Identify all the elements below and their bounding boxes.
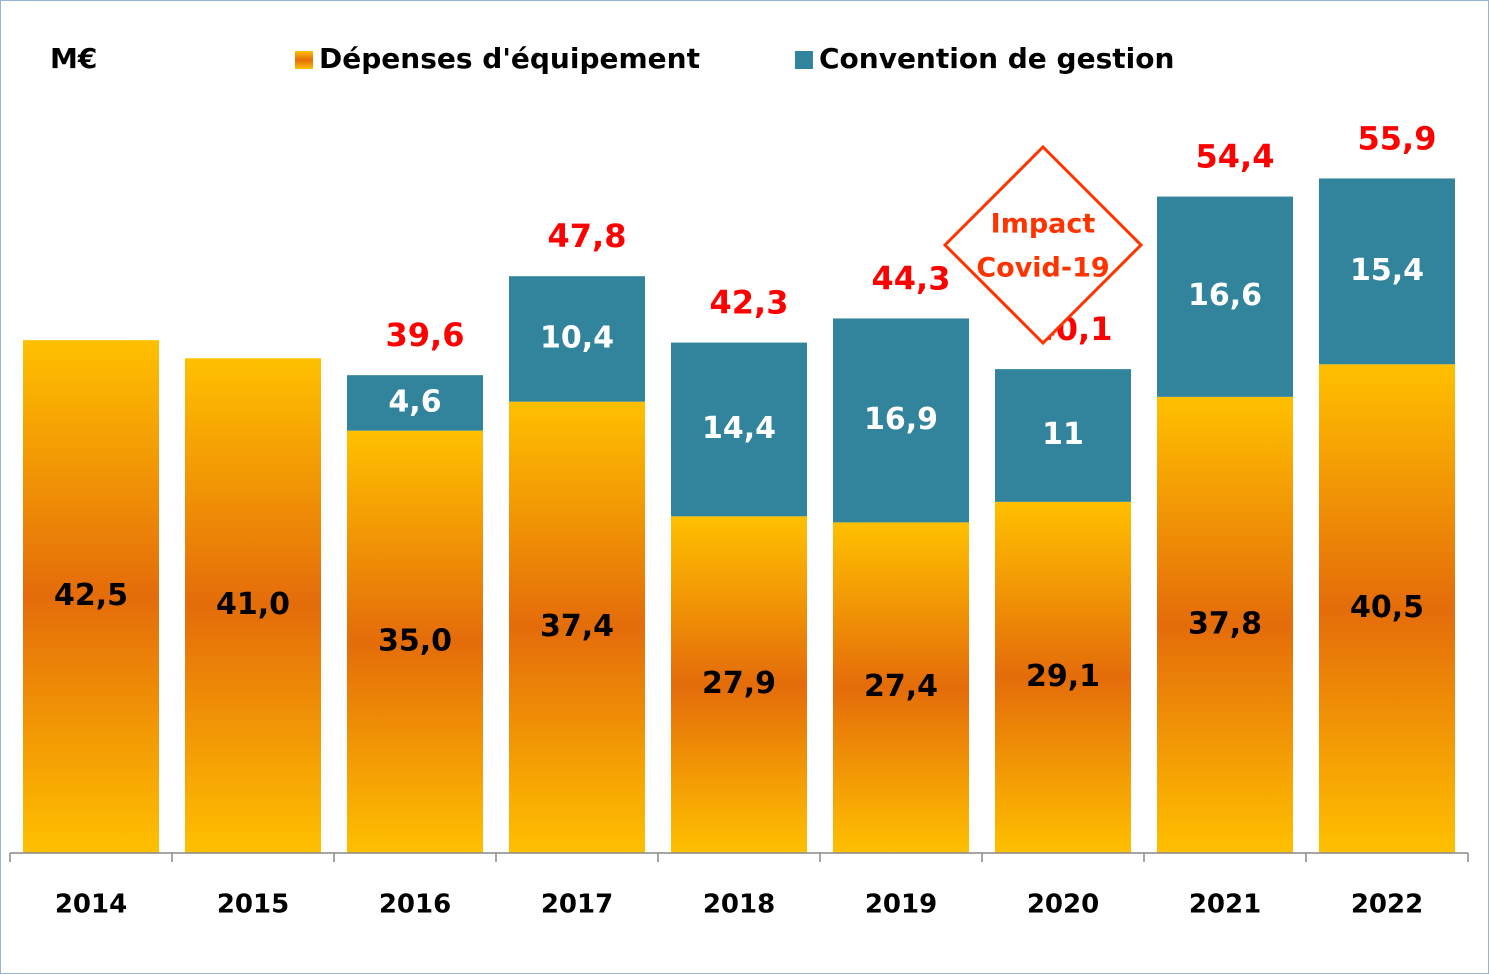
x-tick-label: 2015 [217, 890, 289, 920]
bar-segment [509, 401, 645, 853]
value-label: 27,9 [702, 666, 776, 701]
value-label: 15,4 [1350, 253, 1424, 288]
total-label: 44,3 [872, 259, 951, 297]
total-label: 47,8 [548, 217, 627, 255]
x-tick-label: 2020 [1027, 890, 1099, 920]
annotation-text: Impact [991, 209, 1096, 240]
x-tick-label: 2021 [1189, 890, 1261, 920]
bar-segment [995, 369, 1131, 502]
value-label: 41,0 [216, 587, 290, 622]
total-label: 55,9 [1358, 119, 1437, 157]
x-tick-label: 2017 [541, 890, 613, 920]
annotation-diamond [942, 144, 1144, 346]
value-label: 16,9 [864, 402, 938, 437]
bar-segment [347, 430, 483, 853]
unit-label: M€ [50, 42, 97, 75]
value-label: 27,4 [864, 669, 938, 704]
value-label: 4,6 [388, 384, 441, 419]
bar-segment [509, 276, 645, 402]
bar-segment [1319, 178, 1455, 365]
bar-segment [833, 318, 969, 523]
x-tick-label: 2018 [703, 890, 775, 920]
value-label: 42,5 [54, 578, 128, 613]
annotation-text: Covid-19 [976, 253, 1109, 284]
bar-segment [23, 340, 159, 854]
bar-segment [1157, 196, 1293, 397]
legend-label: Dépenses d'équipement [319, 42, 700, 75]
x-tick-label: 2016 [379, 890, 451, 920]
value-label: 11 [1042, 417, 1084, 452]
bar-segment [185, 358, 321, 853]
bar-segment [833, 522, 969, 853]
x-tick-label: 2019 [865, 890, 937, 920]
bar-segment [671, 342, 807, 517]
value-label: 14,4 [702, 411, 776, 446]
value-label: 10,4 [540, 320, 614, 355]
legend-swatch [794, 51, 813, 69]
total-label: 42,3 [710, 284, 789, 322]
value-label: 37,8 [1188, 606, 1262, 641]
bar-segment [347, 375, 483, 431]
bar-segment [995, 501, 1131, 853]
value-label: 37,4 [540, 609, 614, 644]
total-label: 39,6 [386, 316, 465, 354]
total-label: 54,4 [1196, 138, 1275, 176]
value-label: 35,0 [378, 623, 452, 658]
value-label: 16,6 [1188, 278, 1262, 313]
x-tick-label: 2014 [55, 890, 127, 920]
x-tick-label: 2022 [1351, 890, 1423, 920]
value-label: 29,1 [1026, 659, 1100, 694]
legend-label: Convention de gestion [819, 42, 1174, 75]
bar-segment [1157, 396, 1293, 853]
bar-segment [671, 516, 807, 853]
bar-segment [1319, 364, 1455, 853]
legend-swatch [295, 51, 313, 69]
value-label: 40,5 [1350, 590, 1424, 625]
